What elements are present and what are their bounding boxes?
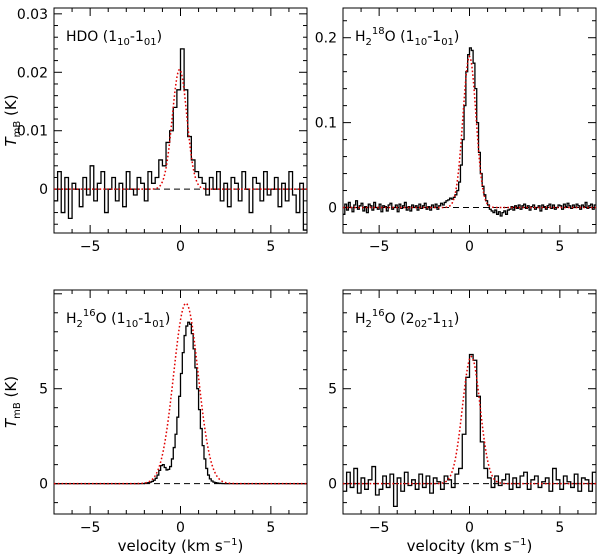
model-fit-curve xyxy=(54,68,307,190)
panel-title: HDO (110-101) xyxy=(66,29,162,48)
x-tick-label: 5 xyxy=(555,520,564,536)
x-tick-label: 0 xyxy=(465,239,474,255)
model-fit-curve xyxy=(343,54,596,209)
y-tick-label: 0 xyxy=(328,477,337,493)
y-tick-label: 0 xyxy=(328,201,337,217)
panel-4: −5 0 5 0 5 H216O (202-111) velocity (km s−1) xyxy=(328,289,597,555)
observed-spectrum xyxy=(54,48,307,231)
x-axis-label: velocity (km s−1) xyxy=(118,537,244,555)
y-tick-label: 0 xyxy=(39,182,48,198)
observed-spectrum xyxy=(54,321,307,485)
x-tick-label: −5 xyxy=(369,239,390,255)
x-tick-label: 5 xyxy=(555,239,564,255)
observed-spectrum xyxy=(343,353,596,508)
x-tick-label: 5 xyxy=(266,239,275,255)
y-tick-label: 0 xyxy=(39,477,48,493)
panel-title: H216O (202-111) xyxy=(355,308,459,330)
x-axis-label: velocity (km s−1) xyxy=(407,537,533,555)
y-tick-label: 5 xyxy=(328,382,337,398)
x-tick-label: −5 xyxy=(80,520,101,536)
y-tick-label: 0.2 xyxy=(315,31,337,47)
y-tick-label: 0.01 xyxy=(17,124,48,140)
panel-1: −5 0 5 0 0.01 0.02 0.03 HDO (110-101) TmB (K) xyxy=(2,7,308,255)
y-tick-label: 0.02 xyxy=(17,65,48,81)
y-axis-label: TmB (K) xyxy=(2,376,23,428)
model-fit-curve xyxy=(54,302,307,485)
panel-3: −5 0 5 0 5 H216O (110-101) TmB (K) velocity (km… xyxy=(2,289,308,555)
y-tick-label: 0.03 xyxy=(17,7,48,23)
x-tick-label: 0 xyxy=(176,520,185,536)
x-tick-label: −5 xyxy=(80,239,101,255)
x-tick-label: −5 xyxy=(369,520,390,536)
observed-spectrum xyxy=(343,47,596,217)
plot-frame xyxy=(342,7,597,234)
panel-title: H216O (110-101) xyxy=(66,308,170,330)
x-tick-label: 5 xyxy=(266,520,275,536)
model-fit-curve xyxy=(343,355,596,485)
panel-2: −5 0 5 0 0.1 0.2 H218O (110-101) xyxy=(315,7,597,255)
x-tick-label: 0 xyxy=(465,520,474,536)
y-tick-label: 5 xyxy=(39,382,48,398)
x-tick-label: 0 xyxy=(176,239,185,255)
y-axis-label: TmB (K) xyxy=(2,94,23,146)
y-tick-label: 0.1 xyxy=(315,116,337,132)
panel-title: H218O (110-101) xyxy=(355,26,459,48)
